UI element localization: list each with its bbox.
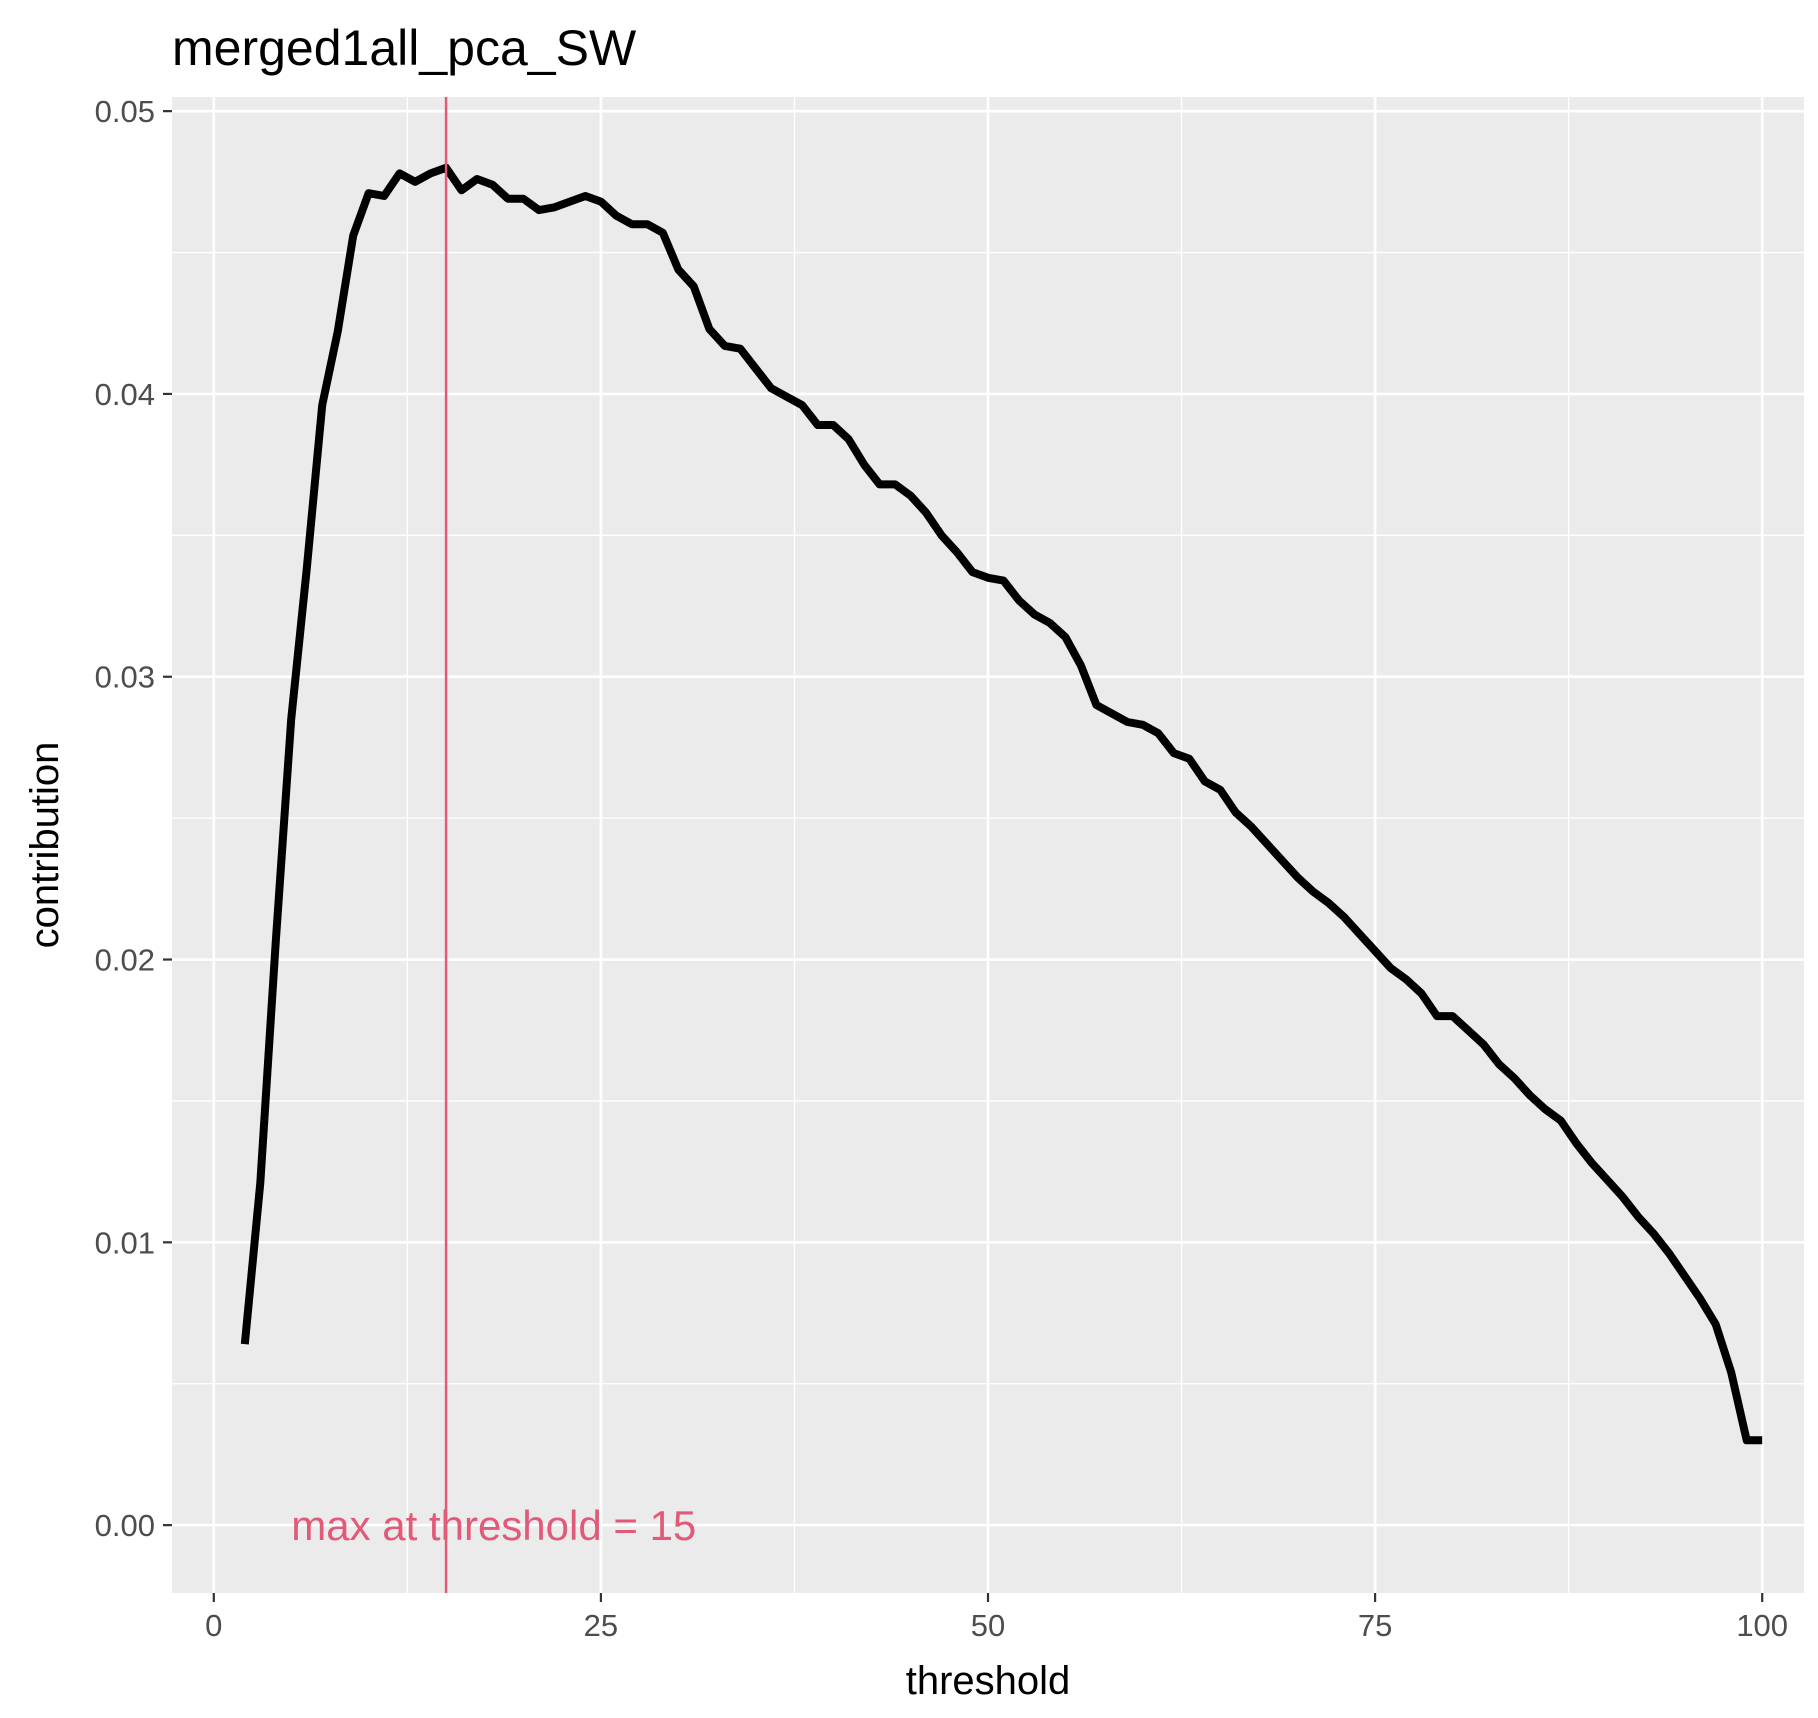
x-tick-label: 100 <box>1736 1608 1788 1643</box>
y-axis-title: contribution <box>23 742 67 949</box>
major-gridlines <box>172 97 1804 1593</box>
chart-title: merged1all_pca_SW <box>172 20 637 76</box>
y-axis: 0.00 0.01 0.02 0.03 0.04 0.05 <box>95 94 172 1543</box>
y-tick-label: 0.04 <box>95 377 155 412</box>
y-tick-label: 0.05 <box>95 94 155 129</box>
y-tick-label: 0.01 <box>95 1225 155 1260</box>
y-tick-label: 0.02 <box>95 943 155 978</box>
y-tick-label: 0.00 <box>95 1508 155 1543</box>
x-tick-label: 25 <box>584 1608 618 1643</box>
x-axis: 0 25 50 75 100 <box>205 1593 1788 1643</box>
x-tick-label: 50 <box>971 1608 1005 1643</box>
series-line <box>240 163 1763 1445</box>
y-tick-label: 0.03 <box>95 660 155 695</box>
x-tick-label: 0 <box>205 1608 222 1643</box>
x-tick-label: 75 <box>1358 1608 1392 1643</box>
max-threshold-annotation: max at threshold = 15 <box>291 1502 696 1549</box>
x-axis-title: threshold <box>906 1659 1071 1703</box>
